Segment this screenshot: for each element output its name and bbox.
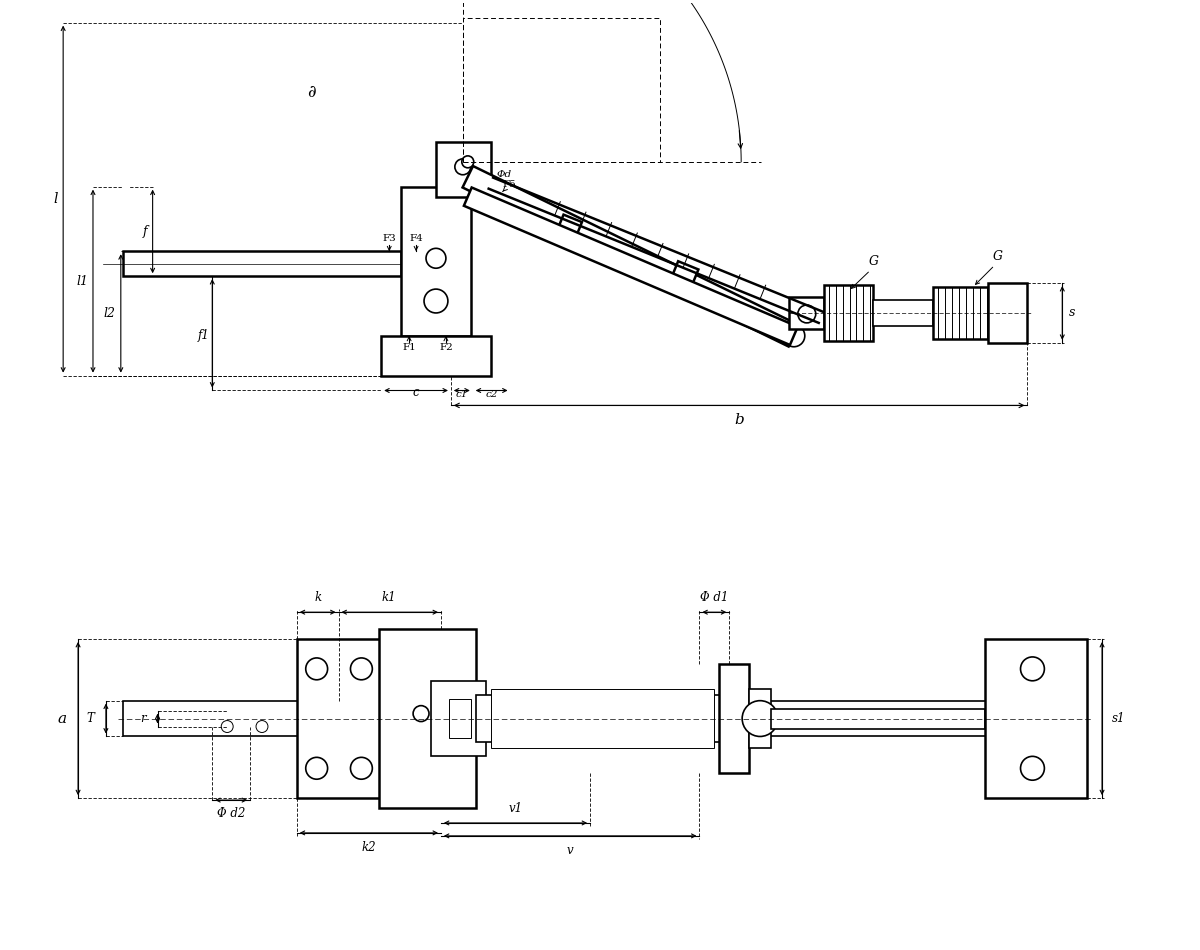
- Circle shape: [424, 289, 448, 313]
- Bar: [475, 694, 730, 743]
- Text: c1: c1: [456, 390, 468, 399]
- Text: s: s: [1069, 307, 1075, 319]
- Text: l2: l2: [104, 307, 116, 320]
- Text: F5: F5: [503, 180, 516, 189]
- Circle shape: [426, 248, 446, 268]
- Bar: [436, 142, 491, 197]
- Bar: [491, 689, 714, 749]
- Circle shape: [782, 325, 805, 347]
- Text: v: v: [566, 844, 574, 857]
- Text: F4: F4: [409, 235, 422, 243]
- Circle shape: [221, 720, 233, 732]
- Text: k1: k1: [382, 591, 396, 604]
- Text: l: l: [54, 192, 58, 206]
- Polygon shape: [557, 215, 582, 238]
- Text: G: G: [992, 250, 1003, 263]
- Circle shape: [1020, 756, 1044, 780]
- Bar: [122, 701, 1078, 736]
- Text: c2: c2: [486, 390, 498, 399]
- Text: Φd: Φd: [497, 170, 511, 179]
- Bar: [934, 287, 988, 339]
- Text: F2: F2: [439, 343, 452, 352]
- Text: Φ d1: Φ d1: [700, 591, 728, 604]
- Bar: [379, 629, 475, 808]
- Bar: [985, 639, 1087, 798]
- Bar: [719, 664, 749, 773]
- Text: ∂: ∂: [307, 84, 316, 101]
- Text: r: r: [140, 712, 145, 725]
- Bar: [988, 283, 1027, 343]
- Bar: [874, 300, 934, 326]
- Text: k: k: [314, 591, 322, 604]
- Bar: [770, 709, 985, 729]
- Text: Φ d2: Φ d2: [217, 808, 245, 820]
- Text: k2: k2: [361, 841, 376, 854]
- Text: a: a: [58, 712, 66, 726]
- Bar: [401, 187, 470, 335]
- Text: f1: f1: [198, 330, 209, 342]
- Circle shape: [455, 159, 470, 175]
- Text: s1: s1: [1112, 712, 1126, 725]
- Bar: [431, 681, 486, 756]
- Circle shape: [256, 720, 268, 732]
- Bar: [122, 252, 401, 276]
- Bar: [749, 689, 770, 749]
- Bar: [449, 698, 470, 738]
- Circle shape: [350, 658, 372, 680]
- Circle shape: [462, 156, 474, 168]
- Text: f: f: [143, 225, 148, 238]
- Circle shape: [306, 658, 328, 680]
- Text: b: b: [734, 413, 744, 428]
- Circle shape: [1020, 657, 1044, 681]
- Text: l1: l1: [76, 275, 88, 288]
- Bar: [296, 639, 382, 798]
- Text: G: G: [869, 256, 878, 268]
- Text: F1: F1: [402, 343, 416, 352]
- Polygon shape: [671, 261, 698, 286]
- Circle shape: [413, 706, 430, 722]
- Text: F3: F3: [383, 235, 396, 243]
- Bar: [788, 297, 823, 329]
- Circle shape: [798, 305, 816, 323]
- Circle shape: [306, 757, 328, 779]
- Circle shape: [350, 757, 372, 779]
- Text: T: T: [86, 712, 94, 725]
- Polygon shape: [462, 166, 799, 347]
- Text: v1: v1: [509, 802, 522, 815]
- Bar: [823, 285, 874, 341]
- Polygon shape: [464, 187, 798, 345]
- Bar: [382, 335, 491, 375]
- Text: c: c: [413, 387, 419, 399]
- Circle shape: [742, 701, 778, 736]
